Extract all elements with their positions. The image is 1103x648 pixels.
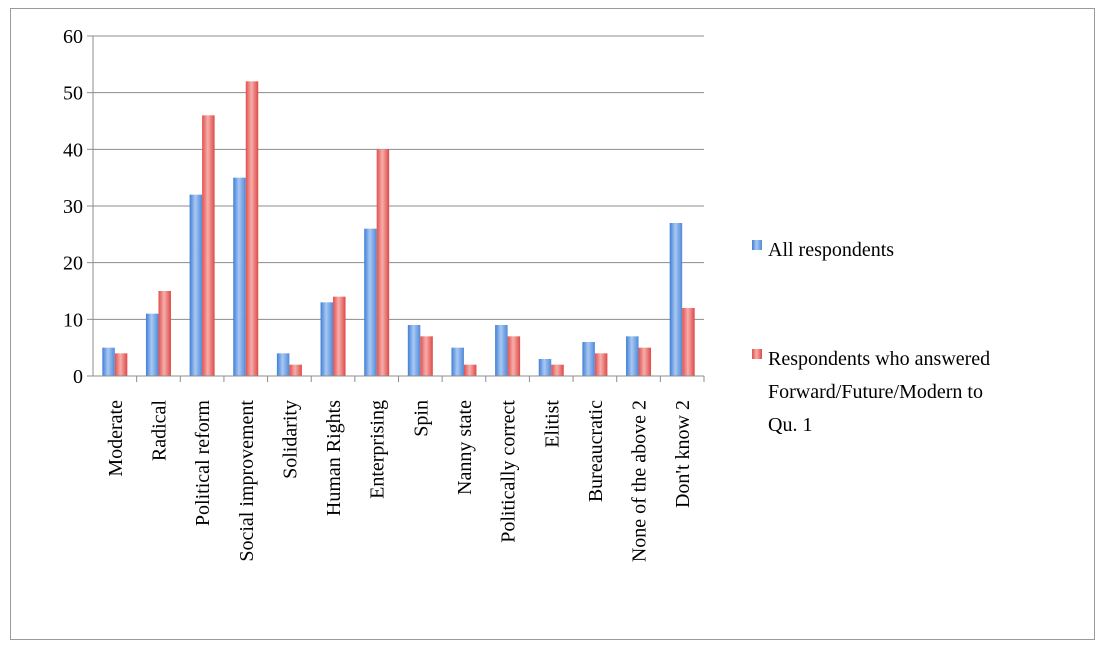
- bar-all-respondents: [582, 342, 595, 376]
- y-tick-label: 50: [63, 83, 83, 105]
- bar-all-respondents: [320, 302, 334, 376]
- bar-forward-respondents: [114, 353, 128, 376]
- bar-all-respondents: [364, 228, 377, 376]
- legend-swatch-all-respondents: [752, 240, 762, 250]
- x-tick-label: Spin: [410, 400, 432, 437]
- x-tick-label: Nanny state: [454, 400, 476, 495]
- bar-forward-respondents: [638, 347, 652, 376]
- bar-all-respondents: [669, 223, 683, 376]
- y-tick-label: 60: [63, 26, 83, 48]
- x-tick-label: Bureaucratic: [585, 400, 607, 502]
- bar-forward-respondents: [333, 296, 346, 376]
- x-tick-label: Don't know 2: [672, 400, 694, 508]
- x-tick-label: Politically correct: [498, 400, 520, 543]
- bar-forward-respondents: [158, 291, 171, 376]
- x-tick-label: Enterprising: [367, 400, 389, 499]
- x-tick-label: Social improvement: [236, 400, 258, 562]
- legend-label: All respondents: [768, 239, 894, 261]
- bar-forward-respondents: [376, 149, 390, 376]
- bar-all-respondents: [451, 347, 464, 376]
- bars: [102, 81, 695, 376]
- bar-all-respondents: [407, 325, 421, 376]
- bar-forward-respondents: [463, 364, 477, 376]
- bar-forward-respondents: [420, 336, 433, 376]
- y-tick-label: 20: [63, 253, 83, 275]
- bar-all-respondents: [276, 353, 290, 376]
- bar-all-respondents: [626, 336, 639, 376]
- x-tick-label: Elitist: [541, 400, 563, 448]
- bar-forward-respondents: [289, 364, 302, 376]
- bar-all-respondents: [538, 359, 552, 376]
- bar-all-respondents: [233, 177, 246, 376]
- x-tick-labels: Moderate Radical Political reform Social im…: [105, 400, 694, 563]
- bar-forward-respondents: [682, 308, 695, 376]
- gridlines: [87, 35, 704, 377]
- legend: All respondents Respondents who answered F…: [752, 239, 990, 436]
- bar-all-respondents: [145, 313, 159, 376]
- bar-forward-respondents: [594, 353, 608, 376]
- bar-all-respondents: [495, 325, 508, 376]
- x-tick-label: Radical: [148, 400, 170, 462]
- bar-all-respondents: [189, 194, 203, 376]
- legend-label: Forward/Future/Modern to: [768, 381, 983, 403]
- y-tick-label: 30: [63, 196, 83, 218]
- legend-label: Qu. 1: [768, 414, 812, 436]
- bar-forward-respondents: [245, 81, 259, 376]
- x-tick-label: Human Rights: [323, 400, 345, 516]
- bar-forward-respondents: [202, 115, 215, 376]
- y-tick-labels: 0 10 20 30 40 50 60: [63, 26, 83, 388]
- y-tick-label: 0: [73, 366, 83, 388]
- y-tick-label: 40: [63, 139, 83, 161]
- x-tick-label: None of the above 2: [629, 400, 651, 562]
- y-tick-label: 10: [63, 309, 83, 331]
- bar-forward-respondents: [551, 364, 564, 376]
- axes: [92, 36, 705, 382]
- legend-swatch-forward-respondents: [752, 349, 762, 359]
- x-tick-label: Moderate: [105, 400, 127, 477]
- bar-all-respondents: [102, 347, 115, 376]
- legend-label: Respondents who answered: [768, 348, 990, 370]
- x-tick-label: Solidarity: [279, 400, 301, 479]
- x-tick-label: Political reform: [192, 400, 214, 527]
- bar-forward-respondents: [507, 336, 521, 376]
